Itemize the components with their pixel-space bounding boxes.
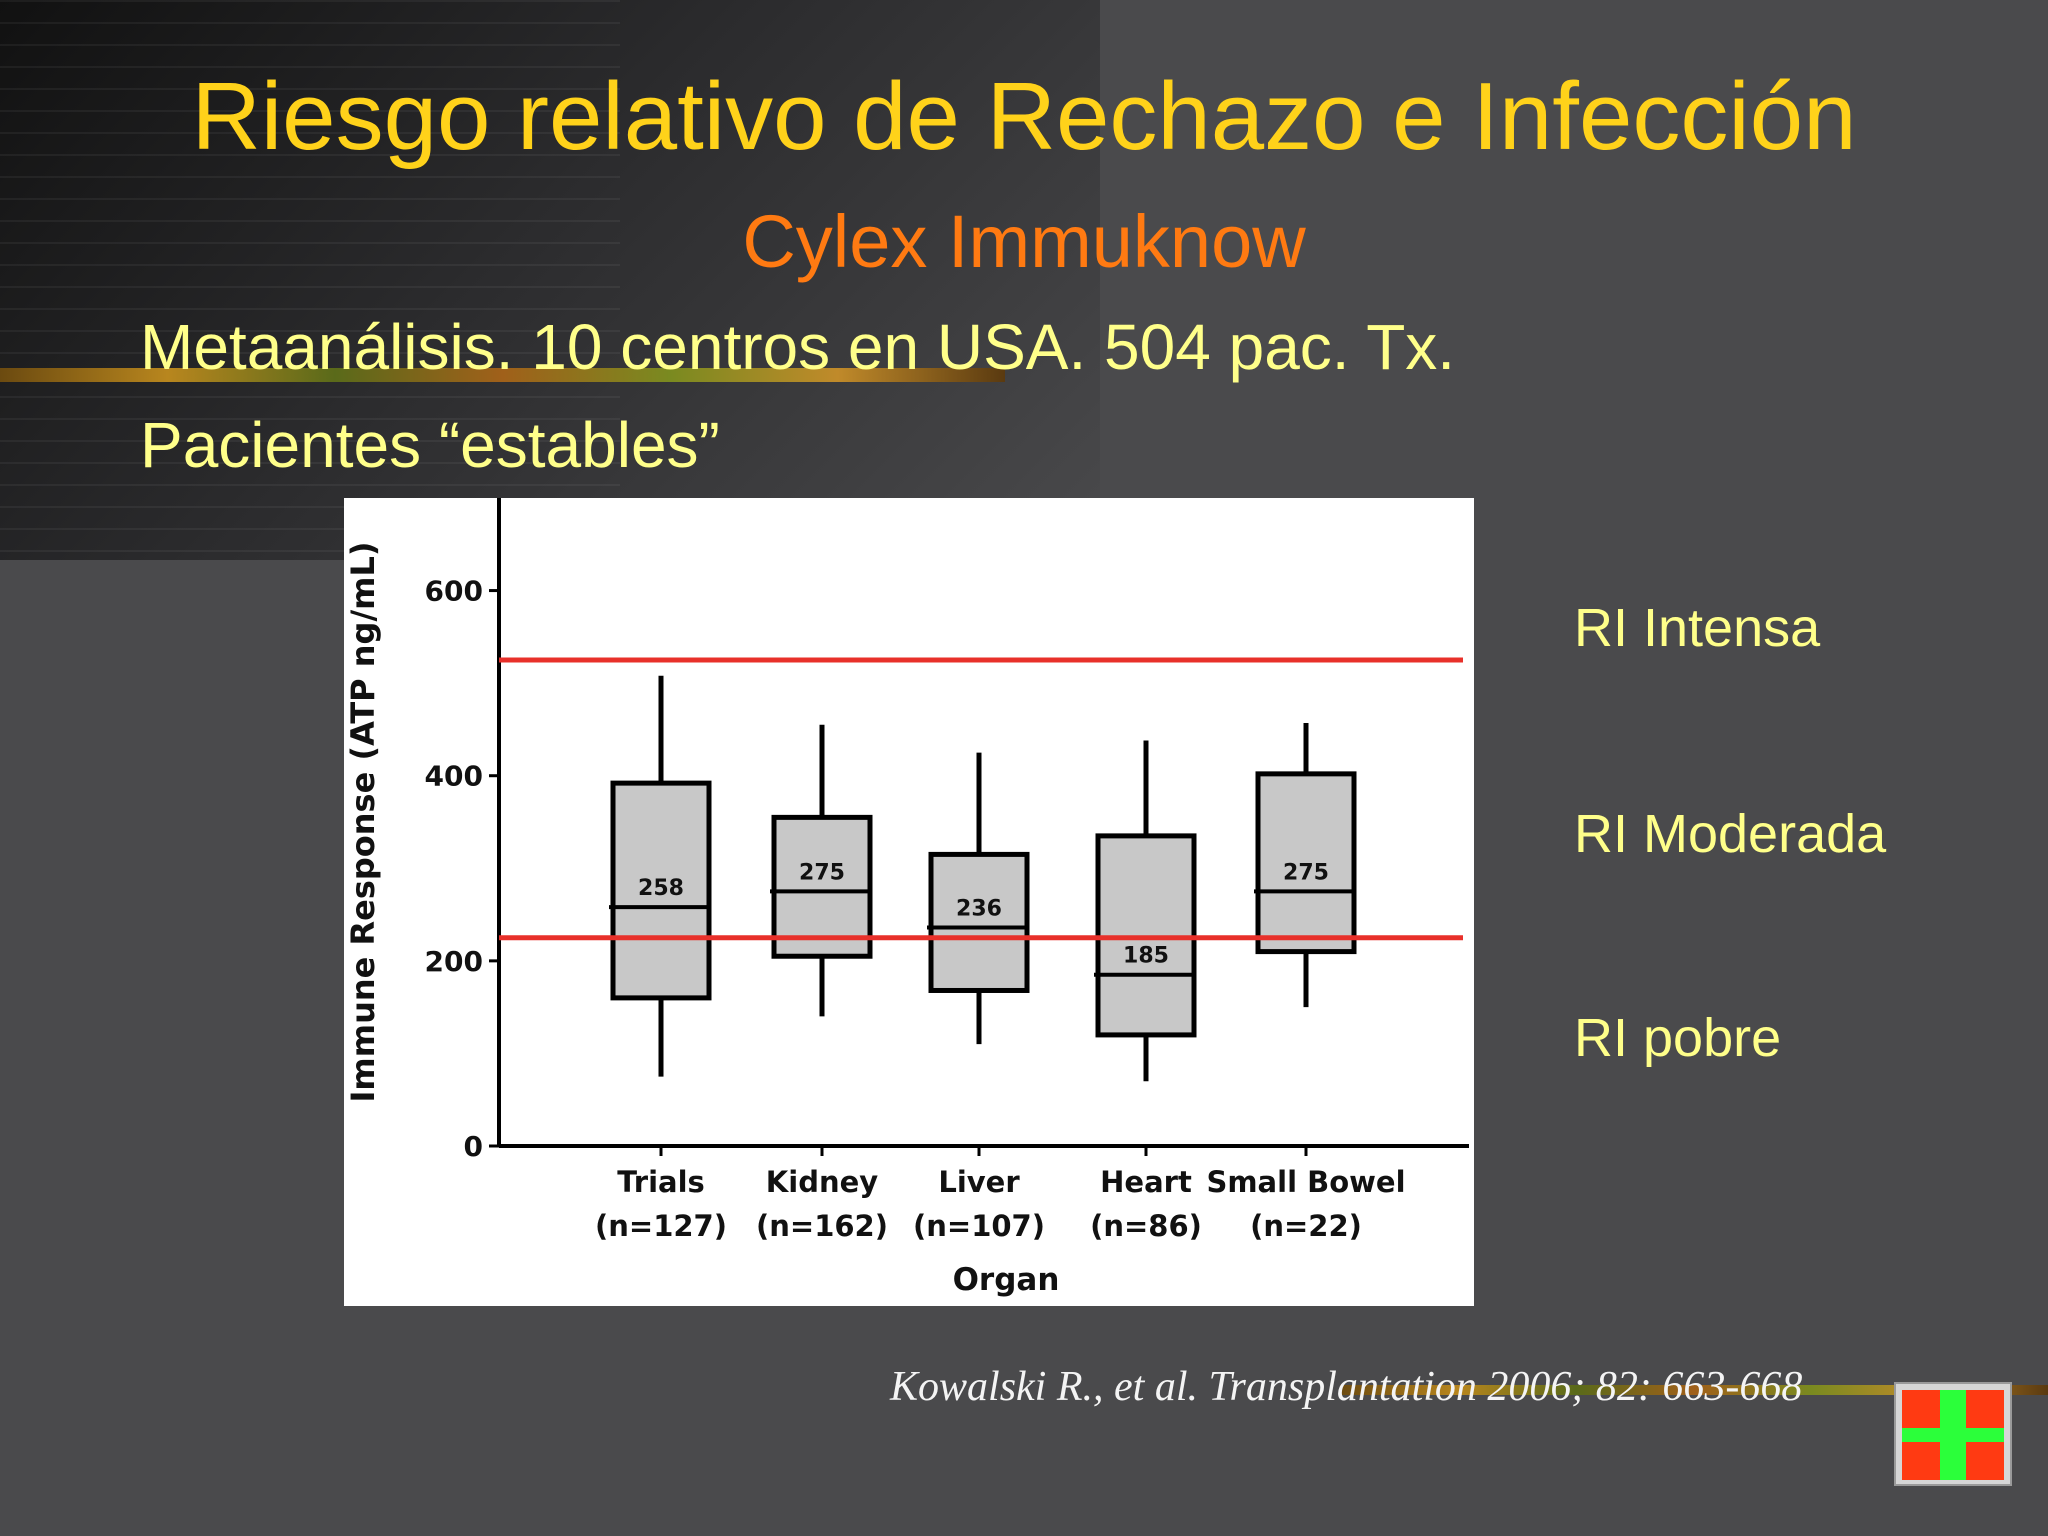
decorative-bar-left: [0, 368, 1005, 382]
x-category-label: Liver: [938, 1165, 1020, 1199]
decorative-bar-right: [1340, 1385, 2048, 1395]
slide-title: Riesgo relativo de Rechazo e Infección: [191, 63, 1857, 170]
median-label: 258: [638, 876, 684, 901]
x-category-n-label: (n=127): [595, 1209, 727, 1243]
box-kidney: [771, 814, 873, 959]
zone-label-intense: RI Intensa: [1574, 598, 1821, 658]
x-axis-title: Organ: [953, 1262, 1060, 1298]
x-category-label: Heart: [1100, 1165, 1192, 1199]
chart-panel: 0 200 400 600 Immune Response (ATP ng/mL) 258…: [344, 498, 1474, 1306]
boxplot-chart: 0 200 400 600 Immune Response (ATP ng/mL) 258…: [344, 498, 1469, 1298]
study-description: Metaanálisis. 10 centros en USA. 504 pac…: [140, 311, 1456, 383]
y-tick-label: 600: [425, 575, 483, 608]
x-category-label: Trials: [617, 1165, 705, 1199]
x-category-n-label: (n=107): [913, 1209, 1045, 1243]
median-label: 275: [799, 860, 845, 885]
background-dark-corner: [0, 0, 1100, 560]
box-liver: [928, 851, 1030, 993]
zone-label-poor: RI pobre: [1574, 1008, 1782, 1068]
median-label: 185: [1123, 944, 1169, 969]
median-label: 236: [956, 897, 1002, 922]
x-category-label: Kidney: [766, 1165, 878, 1199]
median-label: 275: [1283, 860, 1329, 885]
x-category-n-label: (n=22): [1250, 1209, 1362, 1243]
x-category-label: Small Bowel: [1206, 1165, 1405, 1199]
citation: Kowalski R., et al. Transplantation 2006…: [890, 1364, 1803, 1410]
background-stripes: [0, 0, 620, 560]
patient-description: Pacientes “estables”: [140, 409, 720, 481]
box-small-bowel: [1255, 771, 1357, 955]
box-trials: [610, 780, 712, 1001]
hospital-logo: [1894, 1382, 2012, 1486]
x-category-n-label: (n=86): [1090, 1209, 1202, 1243]
slide-subtitle: Cylex Immuknow: [742, 200, 1306, 283]
zone-label-moderate: RI Moderada: [1574, 804, 1887, 864]
y-tick-label: 200: [425, 945, 483, 978]
x-category-n-label: (n=162): [756, 1209, 888, 1243]
y-tick-label: 400: [425, 760, 483, 793]
y-tick-label: 0: [464, 1130, 483, 1163]
y-axis-title: Immune Response (ATP ng/mL): [344, 541, 382, 1102]
